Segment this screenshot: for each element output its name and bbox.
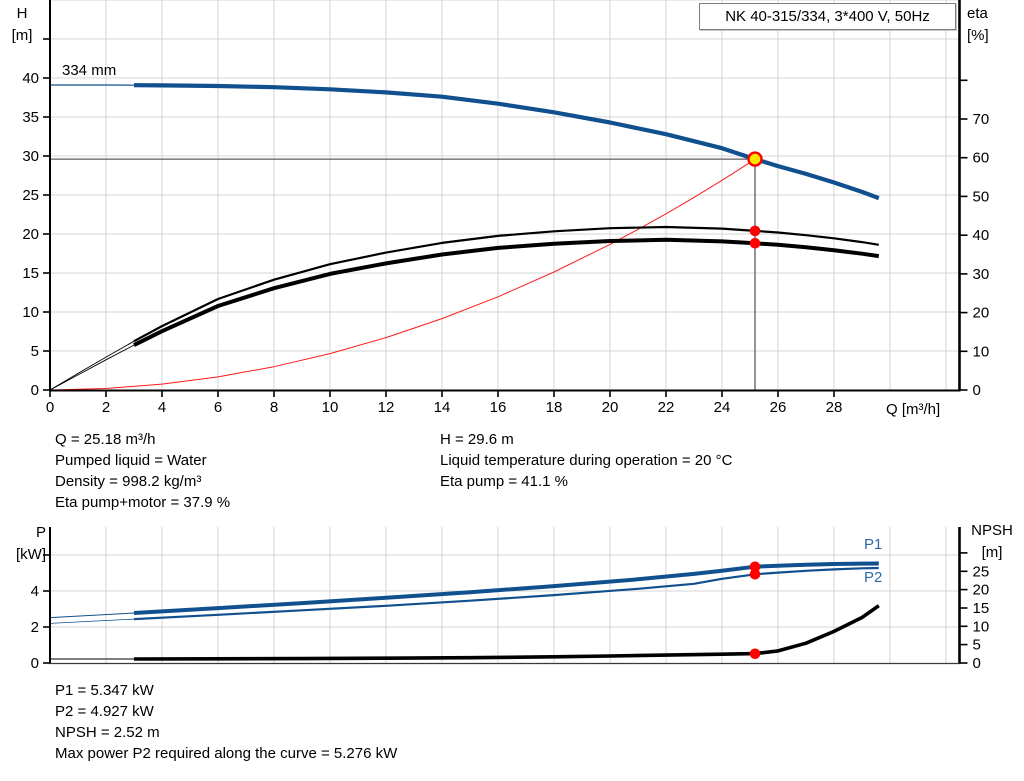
h-axis-symbol: H bbox=[16, 5, 28, 22]
right-tick-label: 60 bbox=[973, 150, 990, 167]
left-tick-label: 40 bbox=[22, 70, 39, 87]
q-axis-label: Q [m³/h] bbox=[886, 401, 941, 418]
operating-point-dot bbox=[749, 569, 761, 580]
p1-curve bbox=[133, 561, 879, 615]
operating-point-dot bbox=[749, 648, 761, 660]
p2-curve-label: P2 bbox=[864, 569, 883, 586]
info-temperature: Liquid temperature during operation = 20… bbox=[440, 452, 733, 469]
left-tick-label: 0 bbox=[31, 655, 39, 672]
impeller-size-label: 334 mm bbox=[62, 62, 117, 79]
npsh-axis-symbol: NPSH bbox=[971, 522, 1013, 539]
info-npsh: NPSH = 2.52 m bbox=[55, 724, 160, 741]
h-axis-unit: [m] bbox=[11, 27, 33, 44]
left-tick-label: 35 bbox=[22, 109, 39, 126]
x-tick-label: 28 bbox=[826, 399, 843, 416]
left-tick-label: 20 bbox=[22, 226, 39, 243]
npsh-axis-label: NPSH [m] bbox=[962, 520, 1022, 564]
right-tick-label: 15 bbox=[973, 600, 990, 617]
duty-info-left: Q = 25.18 m³/h Pumped liquid = Water Den… bbox=[55, 429, 230, 513]
right-tick-label: 10 bbox=[973, 618, 990, 635]
eta-axis-label: eta [%] bbox=[967, 3, 989, 47]
left-tick-label: 30 bbox=[22, 148, 39, 165]
p1-curve-thin bbox=[49, 612, 135, 619]
info-flow: Q = 25.18 m³/h bbox=[55, 431, 156, 448]
info-p1: P1 = 5.347 kW bbox=[55, 682, 154, 699]
p-axis-label: P [kW] bbox=[0, 522, 46, 566]
pump-title-box: NK 40-315/334, 3*400 V, 50Hz bbox=[699, 3, 956, 30]
power-info: P1 = 5.347 kW P2 = 4.927 kW NPSH = 2.52 … bbox=[55, 680, 397, 764]
x-tick-label: 6 bbox=[214, 399, 222, 416]
npsh-axis-unit: [m] bbox=[981, 544, 1003, 561]
p-axis-symbol: P bbox=[35, 524, 46, 541]
left-tick-label: 2 bbox=[31, 619, 39, 636]
x-tick-label: 14 bbox=[434, 399, 451, 416]
info-density: Density = 998.2 kg/m³ bbox=[55, 473, 202, 490]
left-tick-label: 15 bbox=[22, 265, 39, 282]
p2-curve bbox=[133, 566, 879, 621]
system-curve bbox=[49, 158, 756, 391]
right-tick-label: 25 bbox=[973, 563, 990, 580]
x-tick-label: 18 bbox=[546, 399, 563, 416]
info-liquid: Pumped liquid = Water bbox=[55, 452, 207, 469]
right-tick-label: 30 bbox=[973, 266, 990, 283]
h-axis-label: H [m] bbox=[0, 3, 44, 47]
x-tick-label: 4 bbox=[158, 399, 166, 416]
right-tick-label: 40 bbox=[973, 227, 990, 244]
left-tick-label: 25 bbox=[22, 187, 39, 204]
right-tick-label: 10 bbox=[973, 343, 990, 360]
left-tick-label: 4 bbox=[31, 583, 39, 600]
x-tick-label: 12 bbox=[378, 399, 395, 416]
right-tick-label: 0 bbox=[973, 382, 981, 399]
left-tick-label: 5 bbox=[31, 343, 39, 360]
right-tick-label: 70 bbox=[973, 111, 990, 128]
x-tick-label: 0 bbox=[46, 399, 54, 416]
p1-curve-label: P1 bbox=[864, 536, 883, 553]
right-tick-label: 20 bbox=[973, 305, 990, 322]
info-p2: P2 = 4.927 kW bbox=[55, 703, 154, 720]
npsh-curve bbox=[133, 604, 880, 661]
info-eta-pump: Eta pump = 41.1 % bbox=[440, 473, 568, 490]
right-tick-label: 50 bbox=[973, 188, 990, 205]
head-curve-334mm bbox=[133, 83, 880, 201]
right-tick-label: 0 bbox=[973, 655, 981, 672]
x-tick-label: 26 bbox=[770, 399, 787, 416]
p-axis-unit: [kW] bbox=[16, 546, 46, 563]
x-tick-label: 8 bbox=[270, 399, 278, 416]
operating-point-dot bbox=[749, 225, 761, 237]
left-tick-label: 10 bbox=[22, 304, 39, 321]
info-head: H = 29.6 m bbox=[440, 431, 514, 448]
right-tick-label: 20 bbox=[973, 582, 990, 599]
x-tick-label: 2 bbox=[102, 399, 110, 416]
info-max-power: Max power P2 required along the curve = … bbox=[55, 745, 398, 762]
right-tick-label: 5 bbox=[973, 637, 981, 654]
left-tick-label: 0 bbox=[31, 382, 39, 399]
info-eta-pump-motor: Eta pump+motor = 37.9 % bbox=[55, 494, 231, 511]
eta-pump-motor-curve bbox=[133, 237, 880, 347]
operating-point-dot bbox=[749, 561, 761, 573]
p2-curve-thin bbox=[49, 618, 135, 624]
x-tick-label: 16 bbox=[490, 399, 507, 416]
x-tick-label: 20 bbox=[602, 399, 619, 416]
duty-info-right: H = 29.6 m Liquid temperature during ope… bbox=[440, 429, 732, 492]
eta-pump-curve-thin bbox=[49, 340, 135, 391]
eta-pump-curve bbox=[133, 225, 879, 343]
x-tick-label: 24 bbox=[714, 399, 731, 416]
eta-axis-unit: [%] bbox=[967, 27, 989, 44]
operating-point-dot bbox=[749, 238, 761, 249]
duty-point-marker bbox=[747, 151, 763, 167]
x-tick-label: 22 bbox=[658, 399, 675, 416]
pump-title-text: NK 40-315/334, 3*400 V, 50Hz bbox=[725, 8, 930, 25]
eta-axis-symbol: eta bbox=[967, 5, 988, 22]
eta-pump-motor-curve-thin bbox=[49, 344, 135, 391]
x-tick-label: 10 bbox=[322, 399, 339, 416]
